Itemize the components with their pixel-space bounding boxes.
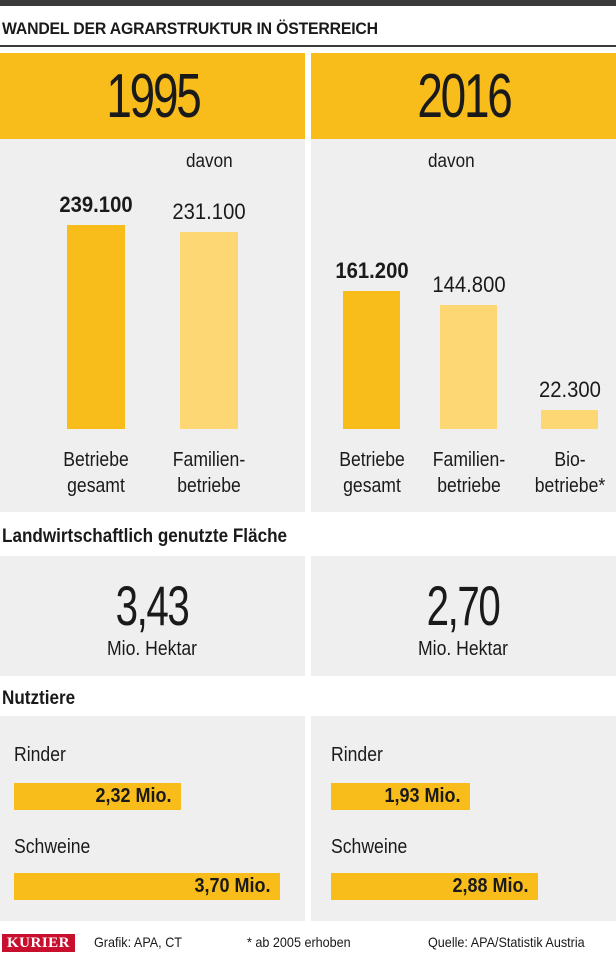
bar-category-2016-0: Betriebe gesamt: [338, 449, 405, 497]
bar-category-1995-0: Betriebe gesamt: [63, 449, 129, 497]
bar-value-2016-1: 144.800: [431, 272, 506, 297]
hbar-rinder-1995: 2,32 Mio.: [14, 783, 181, 810]
davon-label-1995: davon: [186, 151, 233, 172]
year-label-2016: 2016: [416, 61, 512, 131]
rinder-label-1995: Rinder: [14, 744, 66, 766]
bar-value-1995-0: 239.100: [59, 192, 133, 217]
title-rule: [0, 45, 616, 47]
panel-flaeche-1995: [0, 556, 305, 676]
bar-2016-0: [343, 291, 400, 429]
bar-value-1995-1: 231.100: [172, 199, 246, 224]
flaeche-unit-2016: Mio. Hektar: [418, 638, 508, 660]
bar-value-2016-2: 22.300: [538, 377, 601, 402]
hbar-rinder-1995-label: 2,32 Mio.: [94, 785, 171, 807]
year-header-2016: 2016: [311, 53, 616, 139]
panel-bars-1995: [0, 139, 305, 512]
hbar-schweine-2016: 2,88 Mio.: [331, 873, 538, 900]
year-header-1995: 1995: [0, 53, 305, 139]
bar-1995-0: [67, 225, 125, 429]
footer-note: * ab 2005 erhoben: [247, 934, 351, 950]
hbar-schweine-1995: 3,70 Mio.: [14, 873, 280, 900]
bar-value-2016-0: 161.200: [334, 258, 409, 283]
bar-2016-1: [440, 305, 497, 429]
chart-title: WANDEL DER AGRARSTRUKTUR IN ÖSTERREICH: [2, 19, 378, 38]
bar-category-1995-1: Familien- betriebe: [172, 449, 246, 497]
bar-1995-1: [180, 232, 238, 429]
hbar-rinder-2016: 1,93 Mio.: [331, 783, 470, 810]
flaeche-unit-1995: Mio. Hektar: [107, 638, 197, 660]
schweine-label-2016: Schweine: [331, 836, 408, 858]
hbar-rinder-2016-label: 1,93 Mio.: [383, 785, 460, 807]
kurier-logo: KURIER: [2, 934, 76, 952]
davon-label-2016: davon: [428, 151, 475, 172]
section-title-nutztiere: Nutztiere: [2, 688, 76, 709]
hbar-schweine-2016-label: 2,88 Mio.: [451, 875, 528, 897]
flaeche-value-1995: 3,43: [115, 574, 190, 637]
footer-source: Quelle: APA/Statistik Austria: [428, 934, 585, 950]
bar-2016-2: [541, 410, 598, 429]
rinder-label-2016: Rinder: [331, 744, 383, 766]
bar-category-2016-1: Familien- betriebe: [432, 449, 505, 497]
flaeche-value-2016: 2,70: [426, 574, 501, 637]
top-rule: [0, 0, 616, 6]
year-label-1995: 1995: [105, 61, 201, 131]
section-title-flaeche: Landwirtschaftlich genutzte Fläche: [2, 526, 288, 547]
panel-flaeche-2016: [311, 556, 616, 676]
footer-grafik: Grafik: APA, CT: [94, 934, 182, 950]
hbar-schweine-1995-label: 3,70 Mio.: [193, 875, 270, 897]
schweine-label-1995: Schweine: [14, 836, 91, 858]
bar-category-2016-2: Bio- betriebe*: [534, 449, 605, 497]
